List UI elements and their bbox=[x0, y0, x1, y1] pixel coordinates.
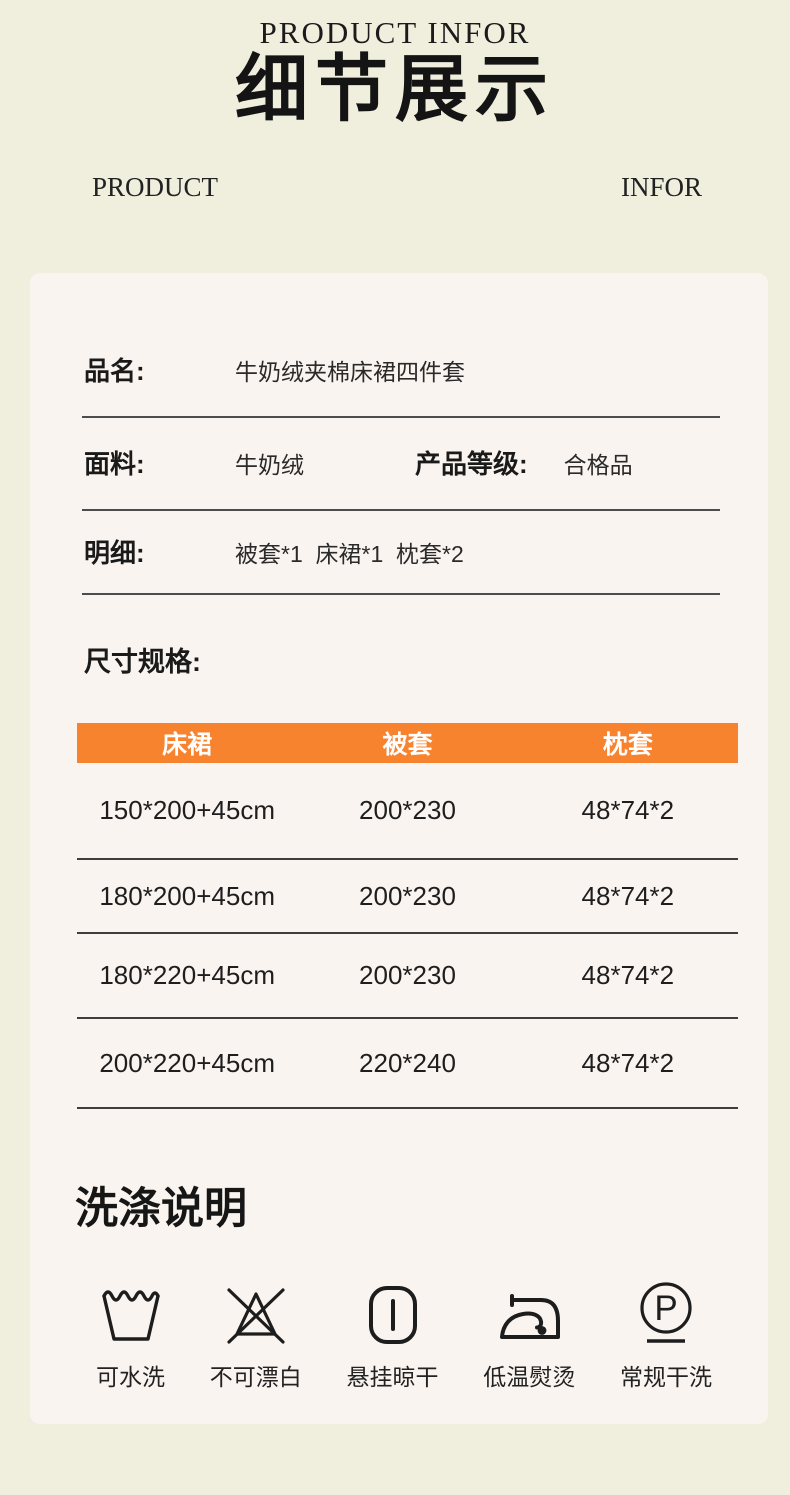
table-cell: 200*230 bbox=[359, 960, 456, 990]
subrow-left-word: PRODUCT bbox=[92, 172, 219, 202]
wash-item-washable: 可水洗 bbox=[96, 1278, 165, 1392]
wash-item-hang-dry: 悬挂晾干 bbox=[347, 1278, 439, 1392]
table-row: 180*200+45cm 200*230 48*74*2 bbox=[77, 860, 738, 934]
header-subrow: PRODUCT INFOR bbox=[0, 172, 790, 203]
eyebrow-text: PRODUCT INFOR bbox=[259, 15, 531, 50]
table-cell: 150*200+45cm bbox=[99, 795, 275, 825]
size-spec-heading: 尺寸规格: bbox=[84, 647, 201, 677]
wash-item-iron-low: 低温熨烫 bbox=[483, 1278, 575, 1392]
name-label: 品名: bbox=[84, 356, 145, 386]
grade-label: 产品等级: bbox=[415, 449, 528, 479]
no-bleach-icon bbox=[222, 1278, 290, 1346]
table-cell: 200*220+45cm bbox=[99, 1047, 275, 1078]
svg-text:P: P bbox=[654, 1289, 677, 1328]
washtub-icon bbox=[98, 1278, 164, 1346]
wash-item-label: 不可漂白 bbox=[209, 1364, 302, 1390]
table-cell: 48*74*2 bbox=[581, 1047, 675, 1078]
table-cell: 200*230 bbox=[359, 880, 456, 911]
wash-item-label: 低温熨烫 bbox=[483, 1364, 576, 1390]
table-row: 180*220+45cm 200*230 48*74*2 bbox=[77, 934, 738, 1019]
divider bbox=[82, 509, 720, 511]
spec-row-fabric-grade: 面料: 牛奶绒 产品等级: 合格品 bbox=[84, 447, 720, 482]
fabric-value: 牛奶绒 bbox=[235, 452, 304, 478]
wash-item-label: 可水洗 bbox=[96, 1364, 165, 1390]
hang-dry-icon bbox=[366, 1278, 420, 1346]
name-value: 牛奶绒夹棉床裙四件套 bbox=[235, 359, 465, 385]
table-cell: 48*74*2 bbox=[581, 880, 675, 911]
column-header: 被套 bbox=[382, 731, 433, 759]
dry-clean-p-icon: P bbox=[635, 1278, 697, 1346]
iron-low-temp-icon bbox=[494, 1278, 564, 1346]
spec-row-detail: 明细: 被套*1 床裙*1 枕套*2 bbox=[84, 536, 720, 571]
divider bbox=[82, 416, 720, 418]
detail-value: 被套*1 床裙*1 枕套*2 bbox=[235, 541, 464, 567]
fabric-label: 面料: bbox=[84, 449, 145, 479]
table-cell: 48*74*2 bbox=[581, 960, 675, 990]
wash-item-dry-clean: P 常规干洗 bbox=[620, 1278, 712, 1392]
detail-label: 明细: bbox=[84, 538, 145, 568]
table-cell: 180*220+45cm bbox=[99, 960, 275, 990]
table-cell: 180*200+45cm bbox=[99, 880, 275, 911]
wash-item-no-bleach: 不可漂白 bbox=[210, 1278, 302, 1392]
info-card: 品名: 牛奶绒夹棉床裙四件套 面料: 牛奶绒 产品等级: 合格品 明细: 被套*… bbox=[30, 273, 768, 1424]
size-table: 床裙 被套 枕套 150*200+45cm 200*230 48*74*2 18… bbox=[77, 723, 738, 1109]
column-header: 床裙 bbox=[162, 731, 213, 759]
washing-heading: 洗涤说明 bbox=[75, 1185, 247, 1233]
table-row: 150*200+45cm 200*230 48*74*2 bbox=[77, 763, 738, 860]
grade-value: 合格品 bbox=[563, 452, 633, 478]
column-header: 枕套 bbox=[602, 731, 653, 759]
spec-row-name: 品名: 牛奶绒夹棉床裙四件套 bbox=[84, 273, 720, 389]
wash-item-label: 常规干洗 bbox=[620, 1364, 712, 1390]
table-cell: 48*74*2 bbox=[581, 795, 675, 825]
subrow-right-word: INFOR bbox=[620, 172, 702, 202]
wash-item-label: 悬挂晾干 bbox=[346, 1364, 439, 1390]
table-cell: 220*240 bbox=[359, 1047, 456, 1078]
table-row: 200*220+45cm 220*240 48*74*2 bbox=[77, 1019, 738, 1109]
page-title: 细节展示 bbox=[235, 49, 555, 130]
divider bbox=[82, 593, 720, 595]
washing-icons-row: 可水洗 不可漂白 bbox=[96, 1278, 712, 1392]
table-cell: 200*230 bbox=[359, 795, 456, 825]
size-table-header: 床裙 被套 枕套 bbox=[77, 723, 738, 763]
